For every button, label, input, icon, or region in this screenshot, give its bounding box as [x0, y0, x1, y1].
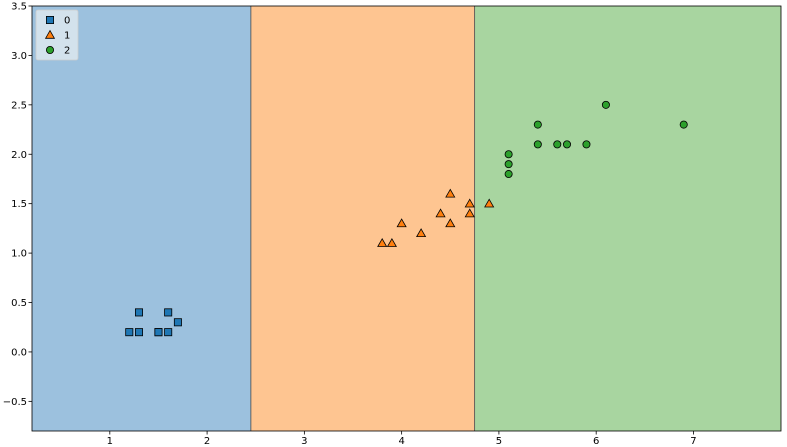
- x-tick-label: 1: [107, 436, 113, 447]
- axes-frame: [31, 5, 782, 432]
- x-tick-label: 5: [496, 436, 502, 447]
- point-class-0: [134, 328, 143, 337]
- x-axis-ticks: 1 2 3 4 5 6 7: [107, 431, 697, 447]
- legend-label-class-2: 2: [64, 46, 70, 57]
- y-tick-label: 2.5: [11, 100, 27, 111]
- x-tick-label: 2: [204, 436, 210, 447]
- legend-label-class-1: 1: [64, 31, 70, 42]
- legend-label-class-0: 0: [64, 16, 70, 27]
- x-tick-label: 6: [593, 436, 599, 447]
- point-class-1: [445, 188, 456, 198]
- point-class-1: [464, 208, 475, 218]
- legend: 0 1 2: [35, 9, 79, 61]
- y-tick-label: 0.5: [11, 298, 27, 309]
- point-class-1: [484, 198, 495, 208]
- point-class-2: [582, 140, 591, 149]
- x-tick-label: 3: [301, 436, 307, 447]
- decision-regions: [32, 6, 781, 431]
- point-class-0: [154, 328, 163, 337]
- region-class-0: [32, 6, 251, 431]
- decision-boundaries: [250, 6, 476, 431]
- legend-marker-class-2: [46, 46, 55, 55]
- region-class-2: [474, 6, 781, 431]
- point-class-0: [125, 328, 134, 337]
- x-tick-label: 4: [398, 436, 404, 447]
- point-class-0: [173, 318, 182, 327]
- point-class-2: [504, 160, 513, 169]
- point-class-0: [164, 328, 173, 337]
- legend-marker-class-1: [44, 29, 56, 39]
- y-axis-ticks: −0.5 0.0 0.5 1.0 1.5 2.0 2.5 3.0 3.5: [3, 2, 32, 408]
- point-class-2: [601, 100, 610, 109]
- point-class-2: [533, 120, 542, 129]
- point-class-1: [435, 208, 446, 218]
- point-class-2: [504, 150, 513, 159]
- y-tick-label: 1.5: [11, 199, 27, 210]
- point-class-0: [164, 308, 173, 317]
- point-class-0: [134, 308, 143, 317]
- legend-box: [35, 9, 79, 61]
- point-class-1: [377, 238, 388, 247]
- point-class-2: [504, 170, 513, 179]
- point-class-1: [386, 238, 397, 247]
- region-class-1: [250, 6, 475, 431]
- point-class-2: [553, 140, 562, 149]
- x-tick-label: 7: [690, 436, 696, 447]
- y-tick-label: 3.0: [11, 51, 27, 62]
- point-class-1: [464, 198, 475, 208]
- point-class-1: [445, 218, 456, 228]
- point-class-2: [679, 120, 688, 129]
- y-tick-label: 3.5: [11, 2, 27, 13]
- point-class-2: [533, 140, 542, 149]
- point-class-1: [396, 218, 407, 228]
- legend-marker-class-0: [46, 15, 55, 24]
- data-points: [125, 100, 688, 337]
- y-tick-label: 2.0: [11, 150, 27, 161]
- y-tick-label: −0.5: [3, 397, 27, 408]
- point-class-1: [416, 228, 427, 238]
- point-class-2: [563, 140, 572, 149]
- y-tick-label: 0.0: [11, 347, 27, 358]
- y-tick-label: 1.0: [11, 249, 27, 260]
